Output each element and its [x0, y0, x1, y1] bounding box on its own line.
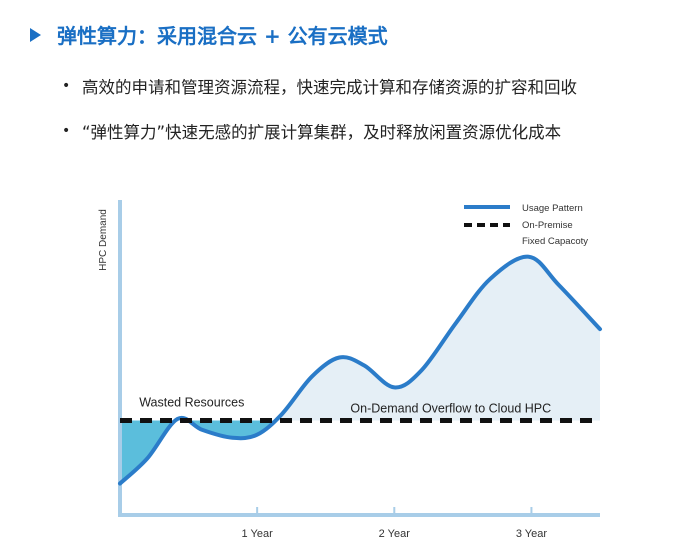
bullet-text: “弹性算力”快速无感的扩展计算集群，及时释放闲置资源优化成本 — [82, 123, 562, 142]
overflow-area — [120, 256, 600, 421]
x-tick-label: 3 Year — [516, 528, 548, 540]
bullet-item-1: • 高效的申请和管理资源流程，快速完成计算和存储资源的扩容和回收 — [62, 74, 577, 98]
bullet-item-2: • “弹性算力”快速无感的扩展计算集群，及时释放闲置资源优化成本 — [62, 119, 561, 143]
annotation-overflow: On-Demand Overflow to Cloud HPC — [350, 402, 551, 416]
annotation-wasted-resources: Wasted Resources — [139, 395, 244, 409]
x-tick-label: 1 Year — [242, 528, 274, 540]
legend-label-on-premise: On-Premise — [522, 220, 573, 231]
bullet-marker: • — [62, 123, 71, 139]
bullet-marker: • — [62, 78, 71, 94]
legend-label-usage: Usage Pattern — [522, 203, 583, 214]
x-tick-label: 2 Year — [379, 528, 411, 540]
slide-heading: 弹性算力：采用混合云 + 公有云模式 — [30, 20, 388, 49]
triangle-bullet-icon — [30, 27, 41, 42]
legend-label-fixed-capacity: Fixed Capacoty — [522, 236, 588, 247]
x-ticks: 1 Year 2 Year 3 Year — [242, 507, 548, 540]
usage-pattern-line — [118, 254, 602, 486]
bullet-text: 高效的申请和管理资源流程，快速完成计算和存储资源的扩容和回收 — [82, 78, 577, 97]
legend: Usage Pattern On-Premise Fixed Capacoty — [464, 203, 588, 247]
y-axis-label: HPC Demand — [98, 209, 109, 271]
page-title: 弹性算力：采用混合云 + 公有云模式 — [57, 24, 388, 48]
